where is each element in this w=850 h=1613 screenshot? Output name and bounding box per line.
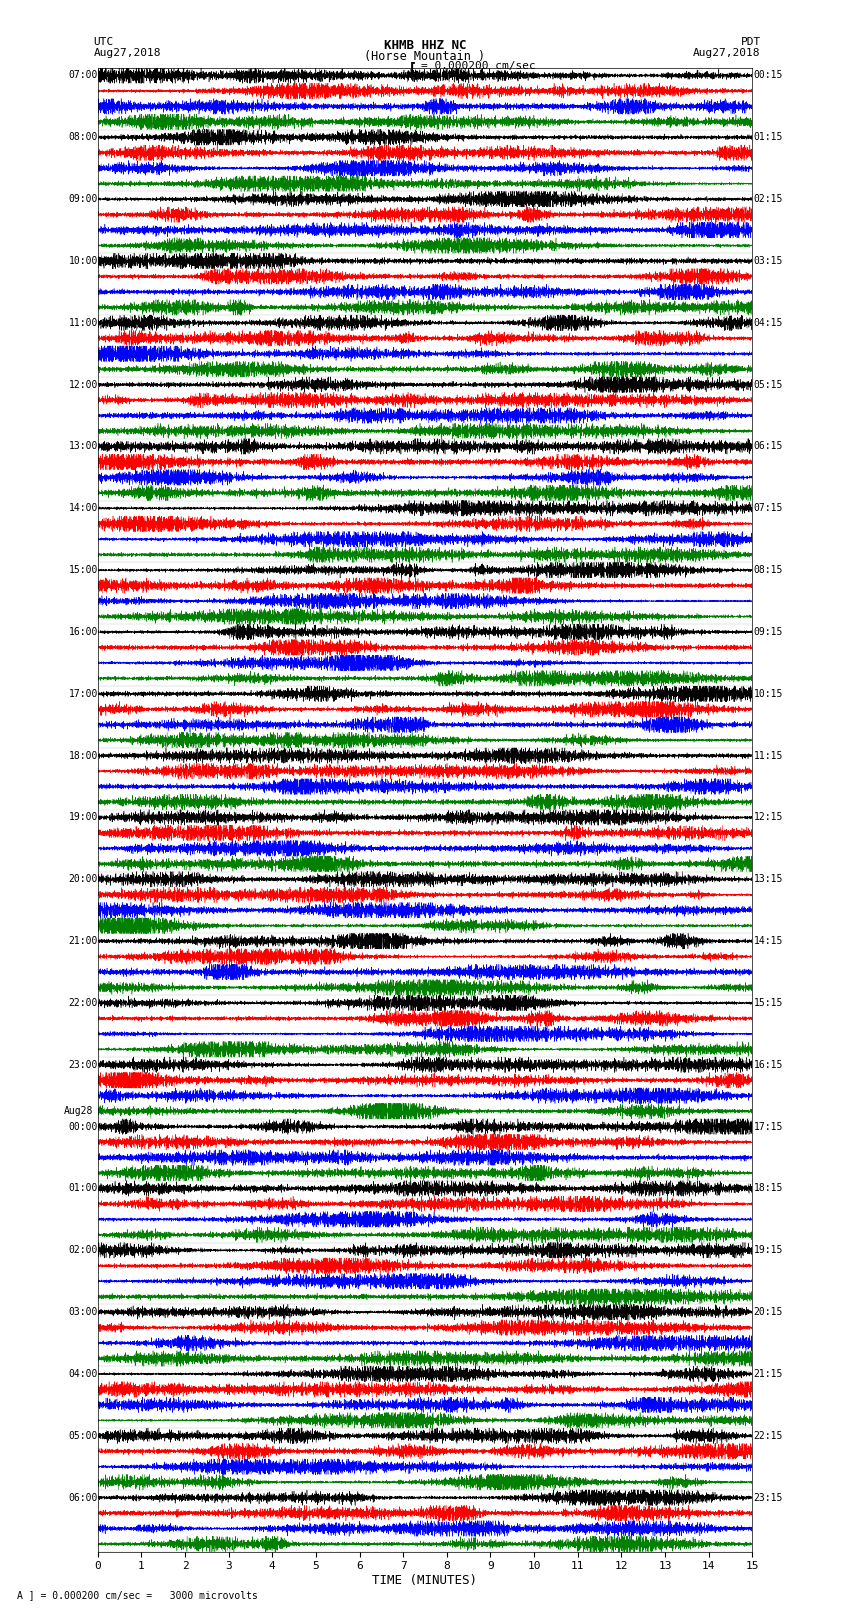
- Text: 17:00: 17:00: [68, 689, 98, 698]
- Text: 03:15: 03:15: [754, 256, 783, 266]
- Text: KHMB HHZ NC: KHMB HHZ NC: [383, 39, 467, 52]
- Text: 22:00: 22:00: [68, 998, 98, 1008]
- Text: 11:15: 11:15: [754, 750, 783, 761]
- Text: 18:15: 18:15: [754, 1184, 783, 1194]
- Text: 06:00: 06:00: [68, 1492, 98, 1503]
- Text: 11:00: 11:00: [68, 318, 98, 327]
- Text: Aug27,2018: Aug27,2018: [94, 48, 161, 58]
- Text: Aug27,2018: Aug27,2018: [694, 48, 761, 58]
- Text: 19:15: 19:15: [754, 1245, 783, 1255]
- Text: 03:00: 03:00: [68, 1307, 98, 1318]
- Text: 10:00: 10:00: [68, 256, 98, 266]
- Text: 12:00: 12:00: [68, 379, 98, 390]
- Text: 01:00: 01:00: [68, 1184, 98, 1194]
- Text: 20:00: 20:00: [68, 874, 98, 884]
- Text: 08:00: 08:00: [68, 132, 98, 142]
- Text: 18:00: 18:00: [68, 750, 98, 761]
- Text: PDT: PDT: [740, 37, 761, 47]
- Text: 09:15: 09:15: [754, 627, 783, 637]
- Text: 04:15: 04:15: [754, 318, 783, 327]
- Text: 15:15: 15:15: [754, 998, 783, 1008]
- Text: 14:15: 14:15: [754, 936, 783, 947]
- Text: 10:15: 10:15: [754, 689, 783, 698]
- Text: 14:00: 14:00: [68, 503, 98, 513]
- Text: 00:00: 00:00: [68, 1121, 98, 1132]
- Text: 16:00: 16:00: [68, 627, 98, 637]
- Text: 23:15: 23:15: [754, 1492, 783, 1503]
- Text: 15:00: 15:00: [68, 565, 98, 576]
- Text: [: [: [408, 61, 417, 76]
- Text: 13:00: 13:00: [68, 442, 98, 452]
- Text: 17:15: 17:15: [754, 1121, 783, 1132]
- Text: 13:15: 13:15: [754, 874, 783, 884]
- Text: 04:00: 04:00: [68, 1369, 98, 1379]
- Text: 08:15: 08:15: [754, 565, 783, 576]
- Text: 09:00: 09:00: [68, 194, 98, 205]
- Text: 21:00: 21:00: [68, 936, 98, 947]
- Text: 19:00: 19:00: [68, 813, 98, 823]
- Text: 02:15: 02:15: [754, 194, 783, 205]
- Text: = 0.000200 cm/sec: = 0.000200 cm/sec: [421, 61, 536, 71]
- Text: 12:15: 12:15: [754, 813, 783, 823]
- Text: A ] = 0.000200 cm/sec =   3000 microvolts: A ] = 0.000200 cm/sec = 3000 microvolts: [17, 1590, 258, 1600]
- Text: 16:15: 16:15: [754, 1060, 783, 1069]
- Text: 21:15: 21:15: [754, 1369, 783, 1379]
- Text: 23:00: 23:00: [68, 1060, 98, 1069]
- Text: Aug28: Aug28: [65, 1107, 94, 1116]
- Text: 00:15: 00:15: [754, 71, 783, 81]
- X-axis label: TIME (MINUTES): TIME (MINUTES): [372, 1574, 478, 1587]
- Text: 07:15: 07:15: [754, 503, 783, 513]
- Text: 02:00: 02:00: [68, 1245, 98, 1255]
- Text: 20:15: 20:15: [754, 1307, 783, 1318]
- Text: UTC: UTC: [94, 37, 114, 47]
- Text: 22:15: 22:15: [754, 1431, 783, 1440]
- Text: (Horse Mountain ): (Horse Mountain ): [365, 50, 485, 63]
- Text: 05:15: 05:15: [754, 379, 783, 390]
- Text: 07:00: 07:00: [68, 71, 98, 81]
- Text: 05:00: 05:00: [68, 1431, 98, 1440]
- Text: 06:15: 06:15: [754, 442, 783, 452]
- Text: 01:15: 01:15: [754, 132, 783, 142]
